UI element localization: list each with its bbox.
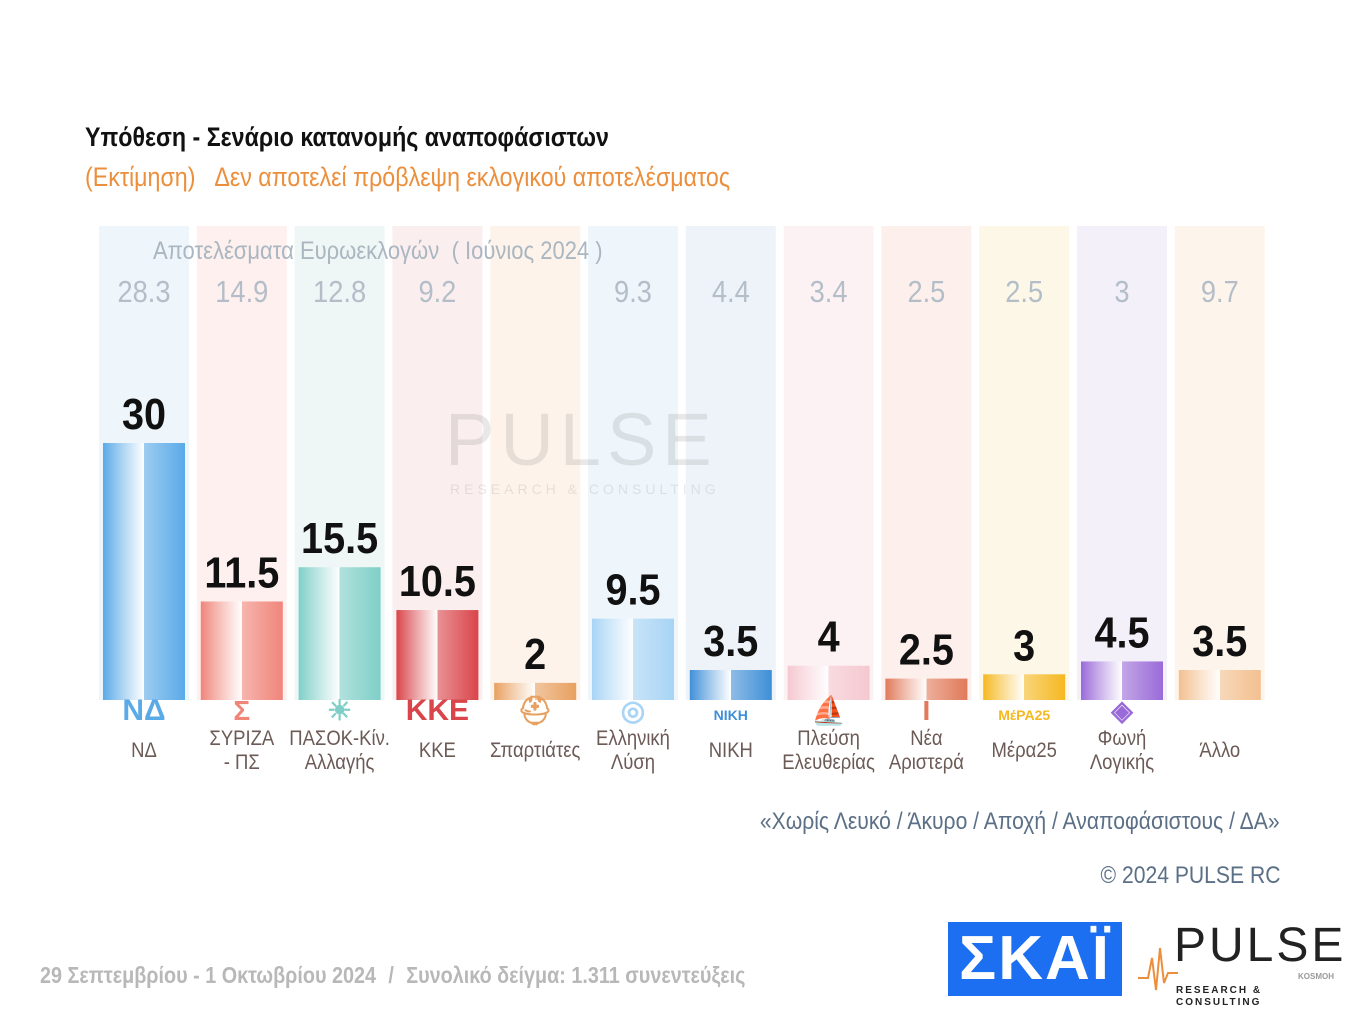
data-label: 9.5: [605, 565, 660, 614]
category-label: Φωνή: [1098, 727, 1147, 750]
data-label: 2: [524, 629, 546, 678]
party-logo-icon: Σ: [233, 695, 250, 726]
bar-5: [592, 618, 674, 700]
party-logo-icon: ΚΚΕ: [406, 694, 469, 727]
survey-footer: 29 Σεπτεμβρίου - 1 Οκτωβρίου 2024 / Συνο…: [40, 962, 745, 989]
data-label: 11.5: [204, 548, 279, 597]
party-logo-icon: ◈: [1110, 695, 1134, 726]
background-column: [881, 226, 972, 700]
category-label: Αριστερά: [889, 751, 964, 774]
copyright: © 2024 PULSE RC: [1100, 862, 1280, 889]
euro-result-label: 12.8: [313, 275, 366, 309]
background-column: [979, 226, 1070, 700]
data-label: 30: [122, 389, 166, 438]
exclusion-note: «Χωρίς Λευκό / Άκυρο / Αποχή / Αναποφάσι…: [760, 808, 1280, 835]
pulse-wave-icon: [1138, 947, 1178, 991]
party-logo-icon: ◎: [621, 695, 645, 726]
party-logo-icon: Ι: [923, 695, 931, 726]
euro-result-label: 4.4: [712, 275, 750, 309]
chart-subtitle: (Εκτίμηση) Δεν αποτελεί πρόβλεψη εκλογικο…: [85, 162, 730, 193]
pulse-logo-text: PULSE: [1174, 919, 1347, 972]
survey-dates: 29 Σεπτεμβρίου - 1 Οκτωβρίου 2024: [40, 962, 376, 988]
category-label: Ελευθερίας: [782, 751, 875, 774]
skai-logo: ΣΚΑΪ: [948, 922, 1122, 996]
category-label: Μέρα25: [992, 739, 1057, 762]
watermark-text: PULSE: [445, 398, 718, 481]
bar-0: [103, 443, 185, 700]
data-label: 4: [818, 612, 841, 661]
category-label: Νέα: [910, 727, 942, 750]
category-label: ΚΚΕ: [419, 739, 456, 762]
category-label: ΣΥΡΙΖΑ: [209, 727, 275, 750]
party-logo-icon: ΜέΡΑ25: [998, 707, 1050, 723]
category-label: Λύση: [611, 751, 655, 774]
party-logo-icon: ΝΙΚΗ: [714, 707, 748, 723]
subtitle-prefix: (Εκτίμηση): [85, 162, 196, 192]
pulse-logo: PULSE KOSMOH RESEARCH & CONSULTING: [1138, 922, 1343, 1008]
euro-result-label: 9.7: [1201, 275, 1239, 309]
category-label: Άλλο: [1199, 739, 1240, 762]
data-label: 3.5: [703, 616, 758, 665]
bar-3: [396, 610, 479, 700]
watermark-subtext: RESEARCH & CONSULTING: [450, 481, 720, 497]
bar-7: [787, 665, 870, 700]
pulse-logo-subtext: RESEARCH & CONSULTING: [1176, 985, 1263, 1008]
data-label: 15.5: [301, 513, 378, 562]
pulse-logo-kosmoh: KOSMOH: [1298, 972, 1334, 981]
category-label: ΠΑΣΟΚ-Κίν.: [289, 727, 390, 750]
sample-size: Συνολικό δείγμα: 1.311 συνεντεύξεις: [406, 962, 746, 988]
party-logo-icon: ☀: [327, 695, 352, 726]
bar-2: [298, 567, 381, 700]
subtitle-text: Δεν αποτελεί πρόβλεψη εκλογικού αποτελέσ…: [214, 162, 731, 192]
euro-label-date: ( Ιούνιος 2024 ): [451, 237, 603, 265]
chart-title: Υπόθεση - Σενάριο κατανομής αναποφάσιστω…: [85, 122, 609, 152]
category-label: Αλλαγής: [305, 751, 375, 774]
bar-9: [983, 674, 1066, 700]
euro-label-text: Αποτελέσματα Ευρωεκλογών: [153, 237, 440, 265]
euro-result-label: 3.4: [810, 275, 848, 309]
bar-8: [885, 678, 968, 700]
category-label: Λογικής: [1090, 751, 1154, 774]
party-logo-icon: ⛵: [811, 694, 846, 727]
euro-results-label: Αποτελέσματα Ευρωεκλογών ( Ιούνιος 2024 ): [153, 237, 603, 266]
data-label: 4.5: [1094, 608, 1149, 657]
data-label: 10.5: [399, 556, 476, 605]
data-label: 3.5: [1192, 616, 1247, 665]
category-label: ΝΔ: [131, 739, 157, 762]
euro-result-label: 2.5: [1005, 275, 1043, 309]
bar-1: [200, 601, 283, 700]
party-logo-icon: ⛑: [517, 695, 553, 726]
data-label: 3: [1013, 620, 1035, 669]
background-column: [783, 226, 874, 700]
party-logo-icon: ΝΔ: [122, 694, 165, 727]
category-label: - ΠΣ: [224, 751, 260, 774]
bar-11: [1178, 670, 1261, 700]
euro-result-label: 2.5: [907, 275, 945, 309]
category-label: Ελληνική: [596, 727, 670, 750]
bar-10: [1081, 661, 1163, 700]
bar-4: [494, 682, 577, 700]
background-column: [685, 226, 776, 700]
background-column: [1174, 226, 1265, 700]
category-label: Σπαρτιάτες: [490, 739, 580, 762]
category-label: Πλεύση: [797, 727, 860, 750]
bar-6: [689, 670, 772, 700]
footer-separator: /: [388, 962, 394, 988]
category-label: ΝΙΚΗ: [709, 739, 753, 762]
pulse-watermark: PULSE RESEARCH & CONSULTING: [445, 400, 720, 498]
euro-result-label: 14.9: [215, 275, 268, 309]
euro-result-label: 3: [1114, 275, 1129, 309]
background-column: [490, 226, 581, 700]
euro-result-label: 28.3: [117, 275, 170, 309]
euro-result-label: 9.3: [614, 275, 652, 309]
background-column: [1077, 226, 1167, 700]
data-label: 2.5: [899, 625, 954, 674]
euro-result-label: 9.2: [418, 275, 456, 309]
